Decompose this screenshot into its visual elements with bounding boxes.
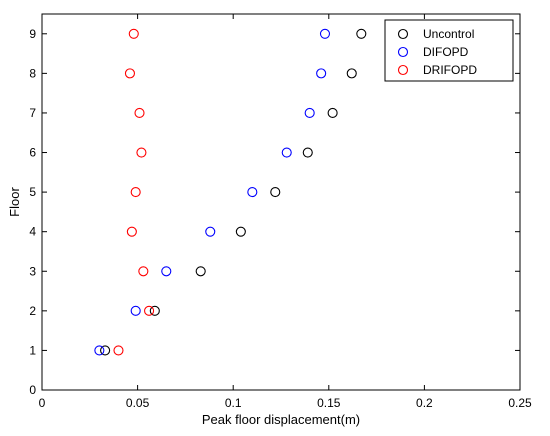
legend-box <box>384 19 514 82</box>
data-point <box>128 28 139 39</box>
y-tick-label: 3 <box>29 264 36 278</box>
axis-ticks <box>41 14 521 391</box>
data-point <box>130 305 141 316</box>
y-tick-label: 7 <box>29 106 36 120</box>
data-point <box>281 147 292 158</box>
data-point <box>100 345 111 356</box>
data-point <box>346 68 357 79</box>
data-point <box>205 226 216 237</box>
legend-label: Uncontrol <box>423 27 474 41</box>
data-point <box>130 187 141 198</box>
data-point <box>138 266 149 277</box>
data-point <box>356 28 367 39</box>
data-point <box>302 147 313 158</box>
data-point <box>247 187 258 198</box>
data-point <box>319 28 331 39</box>
x-tick-label: 0.25 <box>508 396 532 410</box>
series-uncontrol <box>100 28 367 356</box>
y-tick-label: 8 <box>29 66 36 80</box>
data-point <box>113 345 124 356</box>
y-tick-label: 4 <box>29 225 36 239</box>
axis-tick-labels: 0 0.05 0.1 0.15 0.2 0.25 0 1 2 3 4 5 6 7 8 9 <box>29 27 532 410</box>
series-drifopd <box>113 28 155 356</box>
data-point <box>149 305 160 316</box>
series-difopd <box>94 28 331 356</box>
legend-marker <box>397 46 409 58</box>
x-tick-label: 0 <box>39 396 46 410</box>
data-point <box>134 107 145 118</box>
y-tick-label: 5 <box>29 185 36 199</box>
data-point <box>304 107 315 118</box>
data-points <box>94 28 367 356</box>
data-point <box>270 187 281 198</box>
data-point <box>144 305 155 316</box>
y-tick-label: 6 <box>29 146 36 160</box>
legend-label: DRIFOPD <box>423 63 477 77</box>
legend-marker <box>397 28 409 40</box>
data-point <box>161 266 172 277</box>
y-tick-label: 1 <box>29 343 36 357</box>
data-point <box>327 107 338 118</box>
x-tick-label: 0.15 <box>317 396 341 410</box>
data-point <box>195 266 206 277</box>
y-tick-label: 9 <box>29 27 36 41</box>
legend-label: DIFOPD <box>423 45 469 59</box>
legend: Uncontrol DIFOPD DRIFOPD <box>384 19 514 82</box>
data-point <box>316 68 327 79</box>
y-axis-label: Floor <box>7 187 22 217</box>
x-axis-label: Peak floor displacement(m) <box>202 412 360 427</box>
x-tick-label: 0.1 <box>225 396 242 410</box>
data-point <box>124 68 136 79</box>
legend-marker <box>397 64 409 76</box>
y-tick-label: 2 <box>29 304 36 318</box>
data-point <box>235 226 246 237</box>
x-tick-label: 0.05 <box>126 396 150 410</box>
data-point <box>136 147 147 158</box>
data-point <box>94 345 105 356</box>
data-point <box>126 226 137 237</box>
x-tick-label: 0.2 <box>416 396 433 410</box>
y-tick-label: 0 <box>29 383 36 397</box>
